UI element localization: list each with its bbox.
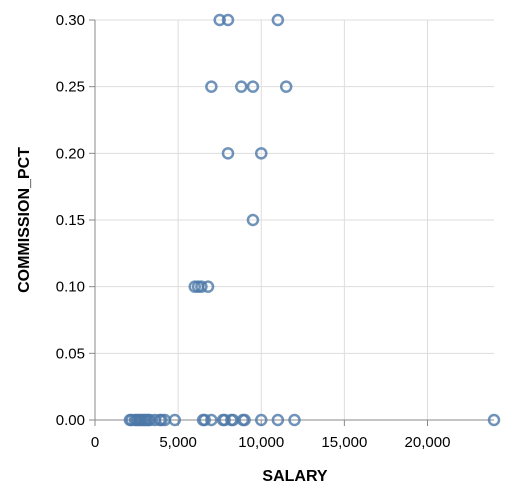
y-tick-label: 0.05 — [56, 345, 85, 362]
data-point — [195, 280, 208, 293]
y-tick-label: 0.20 — [56, 145, 85, 162]
data-point — [255, 413, 268, 427]
data-point — [246, 80, 260, 93]
data-point — [221, 13, 235, 27]
x-tick-label: 20,000 — [405, 434, 451, 451]
axes: 0 5,000 10,000 15,000 20,000 0.00 0.05 0.10 0.15… — [56, 12, 494, 451]
y-tick-label: 0.15 — [56, 212, 85, 229]
data-point — [205, 80, 218, 93]
y-axis-title: COMMISSION_PCT — [16, 147, 33, 293]
data-point — [279, 80, 293, 93]
x-tick-label: 5,000 — [159, 434, 197, 451]
x-tick-label: 0 — [91, 434, 99, 451]
data-point — [288, 413, 301, 427]
x-tick-label: 10,000 — [238, 434, 284, 451]
data-point — [205, 413, 218, 427]
y-tick-label: 0.10 — [56, 279, 85, 296]
x-tick-label: 15,000 — [321, 434, 367, 451]
data-point — [271, 413, 285, 427]
y-tick-label: 0.30 — [56, 12, 85, 29]
data-point — [221, 147, 235, 160]
data-point — [246, 213, 260, 227]
data-point — [236, 413, 250, 427]
grid — [94, 19, 494, 421]
data-point — [213, 13, 226, 27]
x-axis-title: SALARY — [262, 468, 328, 485]
y-tick-label: 0.25 — [56, 79, 85, 96]
data-point — [255, 147, 268, 160]
data-points — [123, 13, 501, 427]
data-point — [271, 13, 285, 27]
data-point — [201, 280, 215, 293]
data-point — [235, 80, 248, 93]
data-point — [218, 413, 231, 427]
y-tick-label: 0.00 — [56, 412, 85, 429]
data-point — [168, 413, 182, 427]
data-point — [198, 413, 211, 427]
data-point — [487, 413, 501, 427]
